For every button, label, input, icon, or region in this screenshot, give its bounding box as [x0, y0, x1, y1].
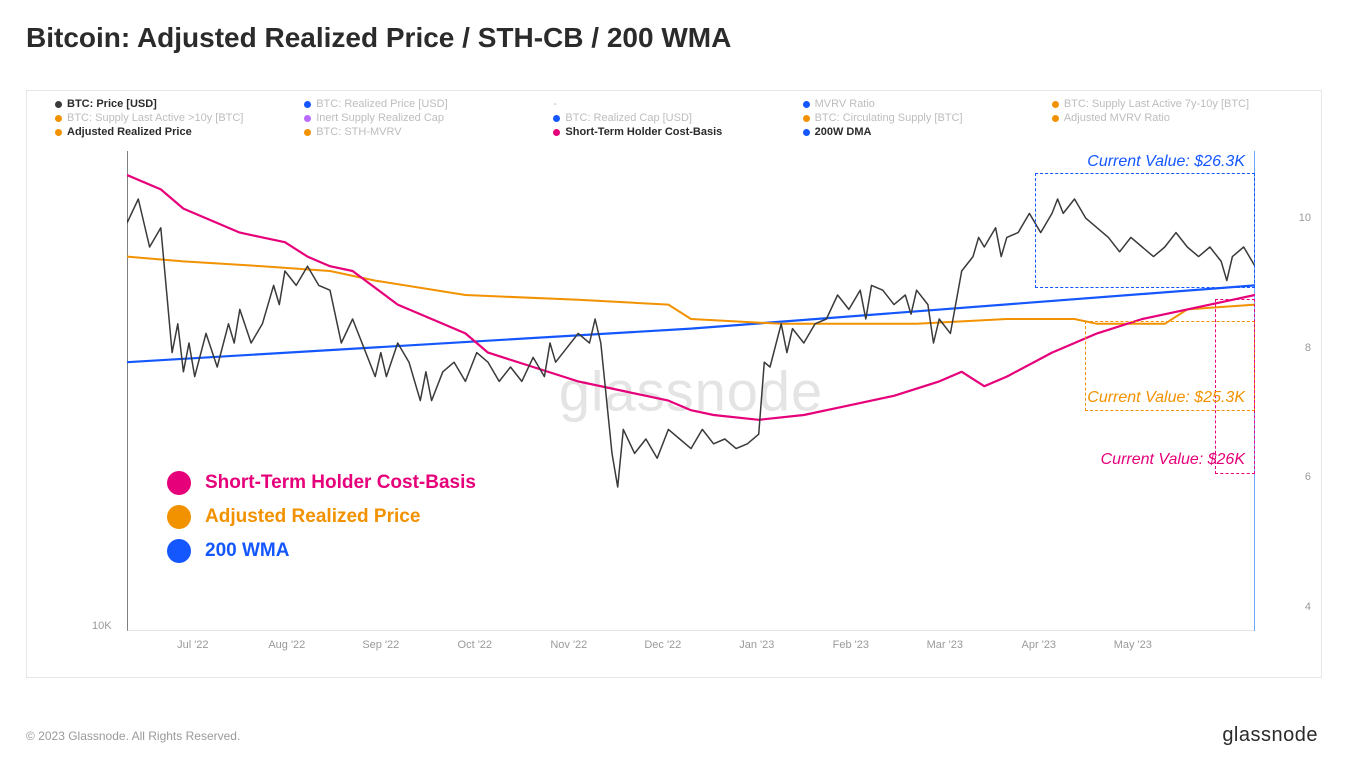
x-tick-label: Oct '22: [458, 639, 493, 651]
legend-item[interactable]: [1052, 125, 1301, 139]
x-tick-label: Apr '23: [1022, 639, 1057, 651]
x-tick-label: Feb '23: [833, 639, 869, 651]
x-tick-label: May '23: [1114, 639, 1152, 651]
big-legend-item: 200 WMA: [167, 539, 476, 563]
legend-item[interactable]: BTC: Realized Cap [USD]: [553, 111, 802, 125]
big-legend-item: Adjusted Realized Price: [167, 505, 476, 529]
legend-item[interactable]: Adjusted MVRV Ratio: [1052, 111, 1301, 125]
legend-item[interactable]: BTC: Realized Price [USD]: [304, 97, 553, 111]
x-tick-label: Mar '23: [927, 639, 963, 651]
legend-item[interactable]: BTC: STH-MVRV: [304, 125, 553, 139]
y-right-tick-label: 10: [1299, 212, 1311, 224]
callout-pink: Current Value: $26K: [1101, 451, 1245, 469]
legend-item[interactable]: Inert Supply Realized Cap: [304, 111, 553, 125]
big-legend: Short-Term Holder Cost-Basis Adjusted Rea…: [167, 471, 476, 573]
legend-item[interactable]: BTC: Supply Last Active >10y [BTC]: [55, 111, 304, 125]
callout-box-blue: [1035, 173, 1255, 288]
callout-box-pink: [1215, 299, 1255, 474]
x-tick-label: Sep '22: [362, 639, 399, 651]
chart-container: BTC: Price [USD]BTC: Realized Price [USD…: [26, 90, 1322, 678]
footer-copyright: © 2023 Glassnode. All Rights Reserved.: [26, 729, 240, 743]
x-tick-label: Aug '22: [268, 639, 305, 651]
x-tick-label: Jan '23: [739, 639, 774, 651]
legend-item[interactable]: BTC: Circulating Supply [BTC]: [803, 111, 1052, 125]
legend-item[interactable]: BTC: Price [USD]: [55, 97, 304, 111]
x-tick-label: Dec '22: [644, 639, 681, 651]
x-tick-label: Jul '22: [177, 639, 208, 651]
legend-item[interactable]: -: [553, 97, 802, 111]
legend-item[interactable]: 200W DMA: [803, 125, 1052, 139]
legend-item[interactable]: MVRV Ratio: [803, 97, 1052, 111]
x-tick-label: Nov '22: [550, 639, 587, 651]
brand-logo: glassnode: [1222, 724, 1318, 747]
legend-item[interactable]: Adjusted Realized Price: [55, 125, 304, 139]
y-left-tick-label: 10K: [92, 620, 112, 632]
y-right-tick-label: 4: [1305, 601, 1311, 613]
legend-item[interactable]: BTC: Supply Last Active 7y-10y [BTC]: [1052, 97, 1301, 111]
callout-orange: Current Value: $25.3K: [1087, 389, 1245, 407]
callout-blue: Current Value: $26.3K: [1087, 153, 1245, 171]
big-legend-item: Short-Term Holder Cost-Basis: [167, 471, 476, 495]
chart-title: Bitcoin: Adjusted Realized Price / STH-C…: [0, 0, 1348, 54]
y-right-tick-label: 6: [1305, 471, 1311, 483]
y-right-tick-label: 8: [1305, 342, 1311, 354]
legend-top: BTC: Price [USD]BTC: Realized Price [USD…: [55, 97, 1301, 139]
legend-item[interactable]: Short-Term Holder Cost-Basis: [553, 125, 802, 139]
plot-area: glassnode Short-Term Holder Cost-BasisAd…: [127, 151, 1255, 631]
